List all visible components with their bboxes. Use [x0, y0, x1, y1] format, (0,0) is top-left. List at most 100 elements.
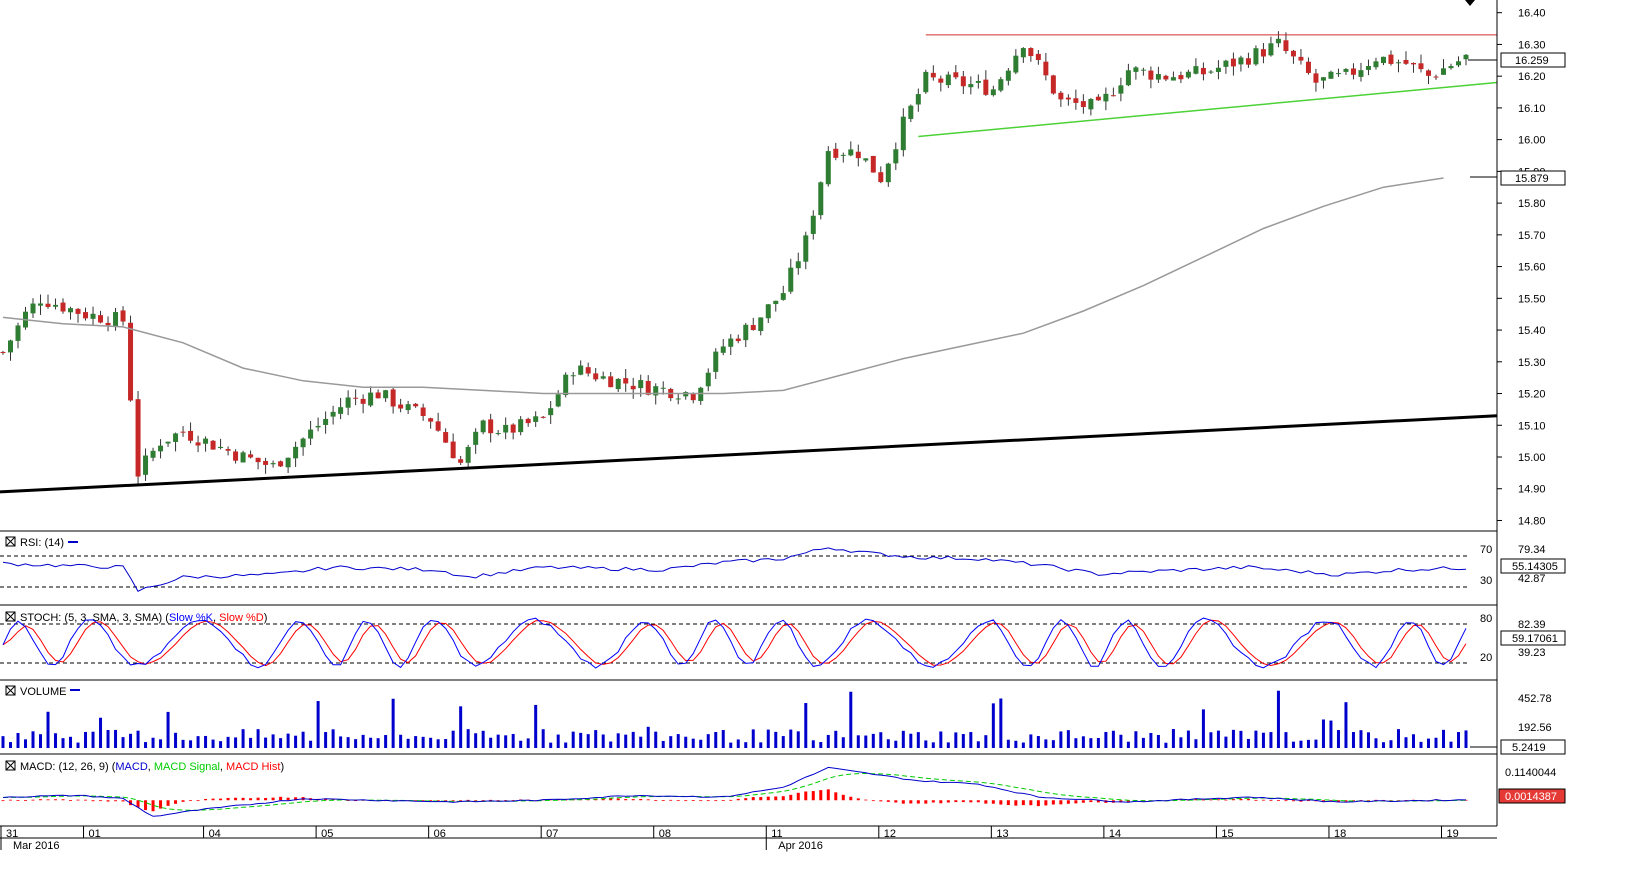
- candle-body: [743, 324, 749, 341]
- volume-bar: [286, 733, 290, 748]
- macd-hist-bar: [489, 799, 493, 801]
- macd-hist-bar: [1179, 799, 1183, 801]
- candle-body: [248, 454, 254, 458]
- candle-body: [870, 155, 876, 173]
- volume-bar: [939, 731, 943, 748]
- candle-body: [825, 151, 831, 185]
- candle-body: [1140, 69, 1146, 71]
- candle-body: [38, 303, 44, 306]
- macd-hist-bar: [16, 799, 20, 801]
- macd-hist-bar: [286, 797, 290, 801]
- candle-body: [1058, 92, 1064, 100]
- macd-hist-bar: [61, 799, 65, 801]
- candle-body: [840, 154, 846, 156]
- volume-bar: [871, 733, 875, 748]
- macd-hist-bar: [1014, 800, 1018, 806]
- volume-bar: [1209, 732, 1213, 748]
- volume-bar: [1441, 729, 1445, 748]
- volume-bar: [136, 730, 140, 748]
- macd-hist-bar: [789, 794, 793, 801]
- macd-hist-bar: [1126, 800, 1130, 803]
- candle-body: [1283, 40, 1289, 51]
- macd-hist-bar: [421, 800, 425, 802]
- volume-bar: [421, 736, 425, 748]
- candle-body: [1463, 54, 1469, 60]
- candle-body: [0, 351, 6, 353]
- volume-bar: [1224, 736, 1228, 748]
- candle-body: [1320, 77, 1326, 81]
- candle-body: [1095, 96, 1101, 101]
- volume-bar: [174, 732, 178, 748]
- candle-body: [1433, 76, 1439, 78]
- macd-hist-bar: [601, 799, 605, 801]
- volume-bar: [1216, 730, 1220, 748]
- volume-bar: [151, 737, 155, 748]
- macd-hist-bar: [811, 791, 815, 801]
- candle-body: [885, 163, 891, 183]
- candle-body: [420, 407, 426, 416]
- macd-hist-bar: [226, 797, 230, 801]
- macd-hist-bar: [676, 800, 680, 802]
- price-tick-label: 14.80: [1518, 515, 1546, 527]
- macd-hist-bar: [159, 800, 163, 809]
- macd-hist-bar: [219, 798, 223, 801]
- candle-body: [300, 438, 306, 448]
- candle-body: [158, 445, 164, 452]
- macd-hist-bar: [1246, 799, 1250, 801]
- candle-body: [428, 418, 434, 422]
- macd-hist-bar: [1006, 800, 1010, 806]
- candle-body: [1088, 99, 1094, 110]
- day-label: 06: [434, 828, 446, 840]
- rsi-current-value: 55.14305: [1512, 561, 1558, 573]
- volume-bar: [729, 742, 733, 748]
- candle-body: [525, 418, 531, 424]
- macd-axis-label: 0.1140044: [1505, 767, 1556, 779]
- macd-hist-bar: [1194, 798, 1198, 801]
- candle-body: [765, 304, 771, 319]
- volume-bar: [804, 703, 808, 748]
- volume-bar: [504, 735, 508, 748]
- candle-body: [45, 303, 51, 307]
- candle-body: [585, 367, 591, 374]
- macd-hist-bar: [241, 797, 245, 801]
- macd-hist-bar: [1269, 800, 1273, 802]
- volume-bar: [399, 734, 403, 748]
- close-box-icon[interactable]: [5, 685, 16, 696]
- candle-body: [1103, 93, 1109, 102]
- volume-bar: [931, 742, 935, 748]
- volume-bar: [84, 731, 88, 748]
- macd-hist-bar: [826, 789, 830, 801]
- macd-hist-bar: [91, 800, 95, 802]
- volume-bar: [736, 739, 740, 748]
- macd-hist-bar: [511, 800, 515, 801]
- macd-current-value: 0.0014387: [1505, 791, 1557, 803]
- close-box-icon[interactable]: [5, 536, 16, 547]
- macd-hist-bar: [946, 800, 950, 803]
- macd-hist-bar: [46, 799, 50, 801]
- last-price-marker: 16.259 15.879: [1465, 0, 1566, 186]
- macd-hist-bar: [1089, 800, 1093, 803]
- candle-body: [1440, 68, 1446, 75]
- close-box-icon[interactable]: [5, 611, 16, 622]
- price-tick-label: 16.30: [1518, 39, 1546, 51]
- scroll-marker-icon[interactable]: [1465, 0, 1475, 6]
- volume-bar: [699, 739, 703, 748]
- candle-body: [938, 78, 944, 83]
- candle-body: [293, 446, 299, 459]
- candle-body: [1395, 62, 1401, 64]
- day-label: 15: [1221, 828, 1233, 840]
- volume-bar: [1419, 741, 1423, 748]
- candle-body: [330, 411, 336, 417]
- candle-body: [705, 372, 711, 387]
- candle-body: [1343, 69, 1349, 72]
- candle-body: [1028, 48, 1034, 57]
- candle-body: [1365, 66, 1371, 70]
- close-box-icon[interactable]: [5, 760, 16, 771]
- close-box-icon-cross: [5, 611, 16, 622]
- candle-body: [473, 431, 479, 445]
- volume-bar: [294, 735, 298, 748]
- candle-body: [1223, 60, 1229, 67]
- candle-body: [345, 397, 351, 408]
- volume-bar: [444, 739, 448, 748]
